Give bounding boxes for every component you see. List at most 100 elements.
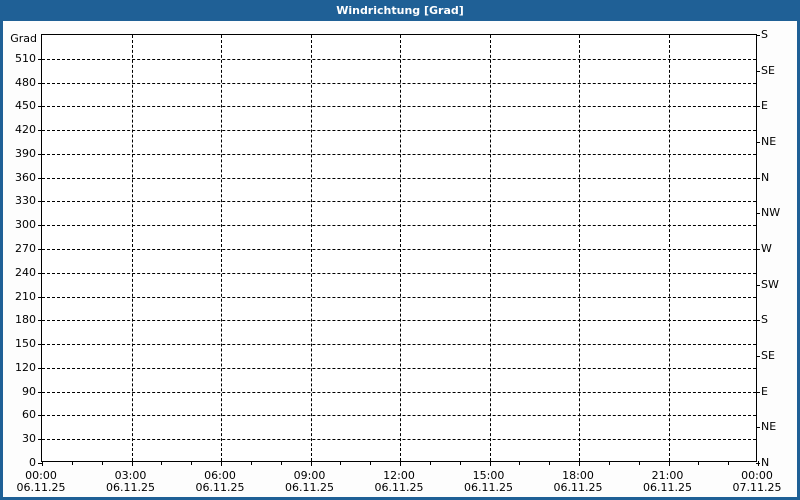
window-title-bar: Windrichtung [Grad] [3, 0, 797, 21]
y-axis-unit-label: Grad [10, 32, 37, 45]
y-tick-left [38, 201, 42, 203]
gridline-vertical [489, 35, 491, 461]
gridline-vertical [221, 35, 222, 461]
x-axis-tick-time: 06:00 [204, 469, 236, 482]
gridline-vertical [668, 35, 670, 461]
y-tick-left [38, 130, 42, 132]
x-axis-tick-label: 00:00 07.11.25 [717, 470, 797, 494]
y-tick-left [38, 225, 42, 227]
x-axis-tick-date: 06.11.25 [553, 481, 603, 494]
x-tick-major [489, 461, 491, 466]
y-axis-left-tick-label: 120 [15, 360, 36, 374]
x-axis-tick-label: 06:00 06.11.25 [180, 470, 260, 494]
x-tick-minor [340, 461, 342, 465]
y-axis-right-tick-label: NE [761, 420, 777, 434]
y-axis-left-tick-label: 180 [15, 313, 36, 327]
y-tick-right [756, 177, 760, 179]
y-axis-left-tick-label: 0 [29, 456, 36, 469]
x-axis-tick-time: 03:00 [114, 469, 147, 482]
x-axis-tick-date: 06.11.25 [374, 481, 424, 494]
gridline-horizontal [42, 249, 756, 250]
gridline-vertical [310, 35, 312, 461]
gridline-horizontal [42, 130, 756, 132]
x-axis-tick-label: 12:00 06.11.25 [359, 470, 439, 494]
x-tick-minor [280, 461, 282, 465]
x-tick-minor [250, 461, 252, 465]
x-axis-tick-date: 06.11.25 [16, 481, 66, 494]
y-tick-right [756, 427, 760, 429]
x-axis-tick-time: 18:00 [562, 469, 594, 482]
y-tick-right [756, 70, 760, 72]
y-axis-right-tick-label: E [761, 384, 768, 398]
gridline-horizontal [42, 106, 756, 108]
gridline-horizontal [42, 415, 756, 417]
y-tick-right [756, 284, 760, 286]
y-axis-right-tick-label: SW [761, 277, 779, 291]
x-axis-tick-date: 06.11.25 [195, 481, 245, 494]
x-axis-tick-date: 06.11.25 [285, 481, 334, 494]
x-axis-tick-label: 21:00 06.11.25 [628, 470, 708, 494]
y-axis-left-tick-label: 450 [15, 99, 36, 113]
gridline-horizontal [42, 344, 756, 346]
x-tick-major [42, 461, 43, 466]
y-axis-right-tick-label: S [761, 28, 768, 41]
y-tick-left [38, 82, 42, 84]
gridline-horizontal [42, 439, 756, 441]
y-axis-left-tick-label: 150 [15, 337, 36, 351]
x-tick-minor [370, 461, 372, 465]
gridline-vertical [400, 35, 401, 461]
plot-wrapper: Grad 510 480 450 420 390 360 330 300 270 240 210 18… [3, 21, 797, 497]
y-tick-right [756, 35, 760, 36]
y-tick-left [38, 367, 42, 369]
y-tick-right [756, 213, 760, 215]
x-tick-minor [549, 461, 551, 465]
y-tick-right [756, 391, 760, 393]
y-axis-right-tick-label: W [761, 242, 772, 255]
x-axis-tick-time: 12:00 [383, 469, 415, 482]
gridline-horizontal [42, 272, 756, 274]
y-axis-right-tick-label: N [761, 456, 770, 469]
y-tick-right [756, 356, 760, 357]
x-axis-tick-time: 09:00 [293, 469, 326, 482]
x-tick-major [579, 461, 580, 466]
plot-area [38, 34, 760, 466]
y-axis-left-tick-label: 210 [15, 289, 36, 303]
y-axis-left-tick-label: 90 [22, 384, 36, 398]
y-axis-right-tick-label: SE [761, 63, 775, 77]
x-tick-major [400, 461, 401, 466]
x-axis-tick-label: 09:00 06.11.25 [270, 470, 350, 494]
y-tick-right [756, 320, 760, 322]
x-tick-major [131, 461, 133, 466]
x-axis-tick-label: 18:00 06.11.25 [538, 470, 618, 494]
y-tick-left [38, 58, 42, 60]
y-axis-left-tick-label: 330 [15, 194, 36, 208]
y-tick-right [756, 142, 760, 143]
y-axis-left-tick-label: 300 [15, 218, 36, 232]
x-tick-minor [608, 461, 610, 465]
y-axis-right-tick-label: S [761, 313, 768, 327]
y-tick-left [38, 344, 42, 346]
x-tick-minor [728, 461, 730, 465]
y-tick-left [38, 463, 42, 464]
x-axis-tick-time: 00:00 [741, 469, 773, 482]
x-tick-minor [191, 461, 193, 465]
gridline-horizontal [42, 391, 756, 393]
y-tick-left [38, 391, 42, 393]
x-axis-tick-date: 06.11.25 [643, 481, 692, 494]
gridline-horizontal [42, 201, 756, 203]
x-axis-tick-date: 07.11.25 [732, 481, 782, 494]
y-axis-right-tick-label: E [761, 99, 768, 113]
x-axis-tick-time: 21:00 [651, 469, 684, 482]
y-axis-right-tick-label: NE [761, 135, 777, 148]
gridline-vertical [131, 35, 133, 461]
x-tick-major [758, 461, 759, 466]
y-axis-left-tick-label: 240 [15, 265, 36, 279]
y-axis-right-tick-label: N [761, 170, 770, 184]
y-axis-left-tick-label: 30 [22, 432, 36, 446]
gridline-vertical [579, 35, 580, 461]
y-axis-left-tick-label: 510 [15, 51, 36, 65]
y-tick-left [38, 296, 42, 298]
gridline-horizontal [42, 320, 756, 322]
x-tick-minor [429, 461, 431, 465]
x-tick-minor [161, 461, 163, 465]
